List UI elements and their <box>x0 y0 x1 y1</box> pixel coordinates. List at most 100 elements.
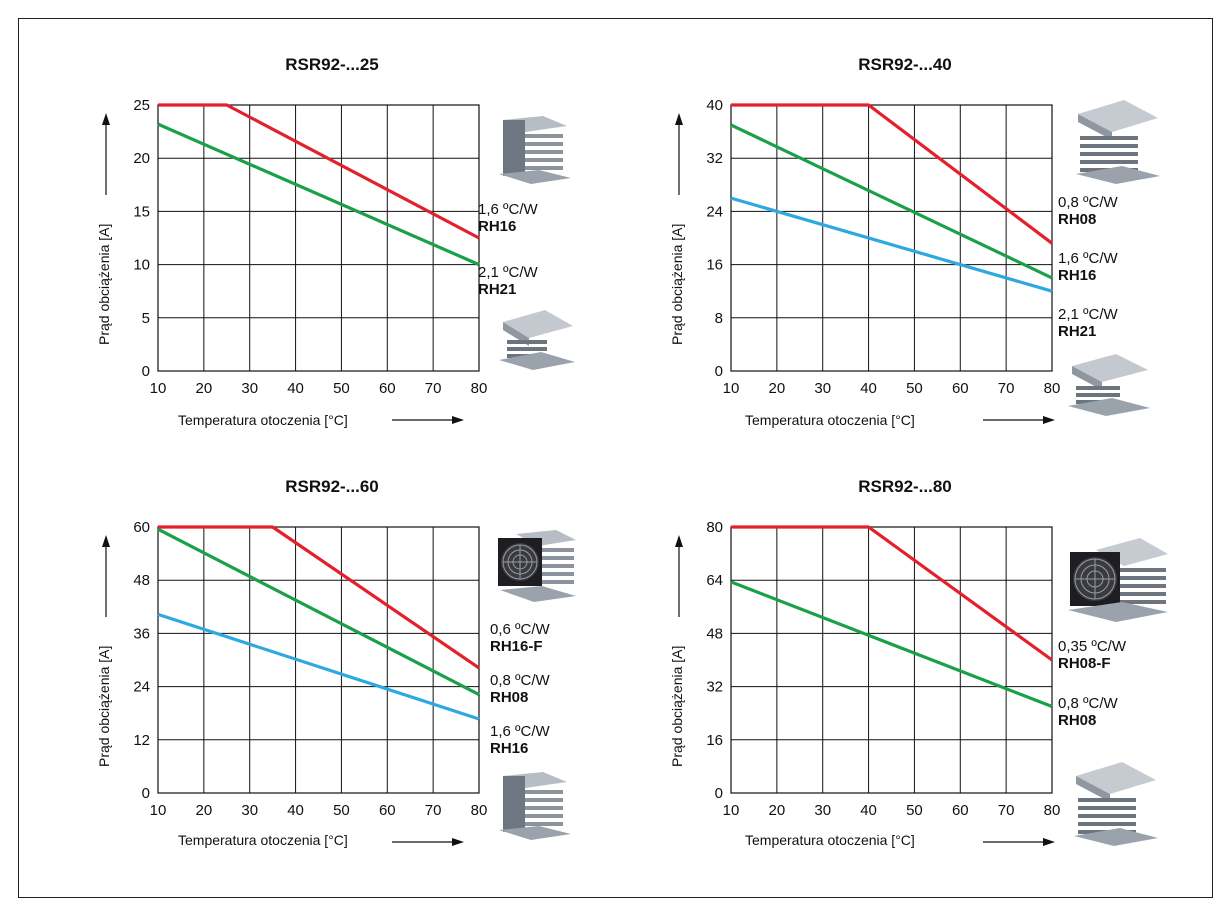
heatsink-note-rh08: 0,8 ºC/W RH08 <box>1058 194 1118 228</box>
plot-border <box>730 104 1053 372</box>
heatsink-model: RH08 <box>1058 211 1097 228</box>
y-tick-label: 32 <box>706 150 723 167</box>
y-tick-label: 5 <box>142 310 150 327</box>
x-tick-label: 70 <box>998 380 1015 397</box>
heatsink-note-rh08: 0,8 ºC/W RH08 <box>490 672 550 706</box>
heatsink-model: RH16-F <box>490 638 543 655</box>
chart-panel-rsr92-40: RSR92-...40 10 20 30 40 50 60 70 80 0 8 16 24 32 40 P… <box>665 55 1225 455</box>
y-tick-label: 64 <box>706 572 723 589</box>
heatsink-model: RH08 <box>1058 712 1097 729</box>
x-axis-label: Temperatura otoczenia [°C] <box>178 412 348 428</box>
thermal-resistance: 1,6 ºC/W <box>1058 250 1118 267</box>
x-tick-label: 70 <box>998 802 1015 819</box>
y-axis-arrowhead <box>675 113 683 125</box>
y-tick-label: 36 <box>133 625 150 642</box>
x-tick-label: 80 <box>471 802 488 819</box>
series-line-blue <box>157 612 480 721</box>
series-line-green <box>157 122 480 267</box>
chart-title: RSR92-...80 <box>858 477 952 496</box>
thermal-resistance: 0,35 ºC/W <box>1058 638 1126 655</box>
x-tick-label: 40 <box>860 380 877 397</box>
y-tick-label: 32 <box>706 679 723 696</box>
heatsink-large-icon <box>1076 100 1160 184</box>
x-tick-label: 30 <box>241 802 258 819</box>
x-tick-label: 50 <box>906 802 923 819</box>
chart-panel-rsr92-80: RSR92-...80 10 20 30 40 50 60 70 80 0 16 32 48 64 80 … <box>665 477 1225 877</box>
x-tick-label: 30 <box>241 380 258 397</box>
heatsink-model: RH16 <box>478 218 517 235</box>
x-tick-label: 60 <box>379 380 396 397</box>
y-tick-label: 40 <box>706 97 723 114</box>
thermal-resistance: 2,1 ºC/W <box>478 264 538 281</box>
x-axis-label: Temperatura otoczenia [°C] <box>745 832 915 848</box>
heatsink-large-icon <box>1074 762 1158 846</box>
x-axis-arrowhead <box>1043 416 1055 424</box>
thermal-resistance: 0,8 ºC/W <box>1058 695 1118 712</box>
heatsink-model: RH21 <box>1058 323 1097 340</box>
heatsink-model: RH16 <box>1058 267 1097 284</box>
heatsink-tall-icon <box>499 772 571 840</box>
y-tick-label: 0 <box>142 785 150 802</box>
x-tick-label: 10 <box>150 802 167 819</box>
series-line-green <box>157 527 480 697</box>
heatsink-fan-icon <box>498 530 576 602</box>
series-line-red <box>158 525 480 670</box>
y-tick-label: 0 <box>715 363 723 380</box>
thermal-resistance: 1,6 ºC/W <box>490 723 550 740</box>
series-line-green <box>730 123 1053 280</box>
thermal-resistance: 0,8 ºC/W <box>1058 194 1118 211</box>
series-line-red <box>158 103 480 240</box>
x-axis-arrowhead <box>452 416 464 424</box>
heatsink-note-rh08-f: 0,35 ºC/W RH08-F <box>1058 638 1126 672</box>
y-tick-label: 20 <box>133 150 150 167</box>
y-tick-label: 48 <box>133 572 150 589</box>
chart-title: RSR92-...40 <box>858 55 952 74</box>
y-tick-label: 16 <box>706 732 723 749</box>
heatsink-flat-icon <box>499 310 575 370</box>
y-tick-label: 12 <box>133 732 150 749</box>
heatsink-note-rh21: 2,1 ºC/W RH21 <box>1058 306 1118 340</box>
y-tick-label: 10 <box>133 257 150 274</box>
thermal-resistance: 1,6 ºC/W <box>478 201 538 218</box>
y-tick-label: 25 <box>133 97 150 114</box>
x-tick-label: 20 <box>196 380 213 397</box>
y-tick-label: 16 <box>706 257 723 274</box>
x-tick-label: 50 <box>333 802 350 819</box>
y-tick-label: 24 <box>706 203 723 220</box>
y-tick-label: 60 <box>133 519 150 536</box>
x-tick-label: 80 <box>1044 380 1061 397</box>
x-tick-label: 80 <box>471 380 488 397</box>
heatsink-flat-icon <box>1068 354 1150 416</box>
x-axis-label: Temperatura otoczenia [°C] <box>745 412 915 428</box>
y-tick-label: 8 <box>715 310 723 327</box>
x-tick-label: 60 <box>952 802 969 819</box>
x-axis-arrowhead <box>1043 838 1055 846</box>
x-tick-label: 40 <box>287 380 304 397</box>
heatsink-note-rh16: 1,6 ºC/W RH16 <box>478 201 538 235</box>
chart-title: RSR92-...25 <box>285 55 379 74</box>
heatsink-tall-icon <box>499 116 571 184</box>
thermal-resistance: 0,8 ºC/W <box>490 672 550 689</box>
chart-svg: 10 20 30 40 50 60 70 80 0 5 10 15 20 25 <box>102 97 488 424</box>
x-tick-label: 70 <box>425 380 442 397</box>
heatsink-fan-large-icon <box>1068 538 1168 622</box>
heatsink-note-rh21: 2,1 ºC/W RH21 <box>478 264 538 298</box>
heatsink-model: RH21 <box>478 281 517 298</box>
x-tick-label: 20 <box>769 802 786 819</box>
y-axis-arrowhead <box>102 535 110 547</box>
x-tick-label: 20 <box>196 802 213 819</box>
x-tick-label: 30 <box>814 802 831 819</box>
heatsink-note-rh16: 1,6 ºC/W RH16 <box>490 723 550 757</box>
plot-border <box>730 526 1053 794</box>
y-tick-label: 48 <box>706 625 723 642</box>
series-line-green <box>730 580 1053 709</box>
x-tick-label: 60 <box>379 802 396 819</box>
plot-border <box>157 526 480 794</box>
chart-panel-rsr92-25: RSR92-...25 10 20 30 40 50 60 70 80 0 5 10 15 20 25 P… <box>92 55 652 455</box>
chart-panel-rsr92-60: RSR92-...60 10 20 30 40 50 60 70 80 0 12 24 36 48 60 … <box>92 477 652 877</box>
x-tick-label: 10 <box>723 802 740 819</box>
x-tick-label: 20 <box>769 380 786 397</box>
chart-title: RSR92-...60 <box>285 477 379 496</box>
y-tick-label: 24 <box>133 679 150 696</box>
heatsink-note-rh16: 1,6 ºC/W RH16 <box>1058 250 1118 284</box>
